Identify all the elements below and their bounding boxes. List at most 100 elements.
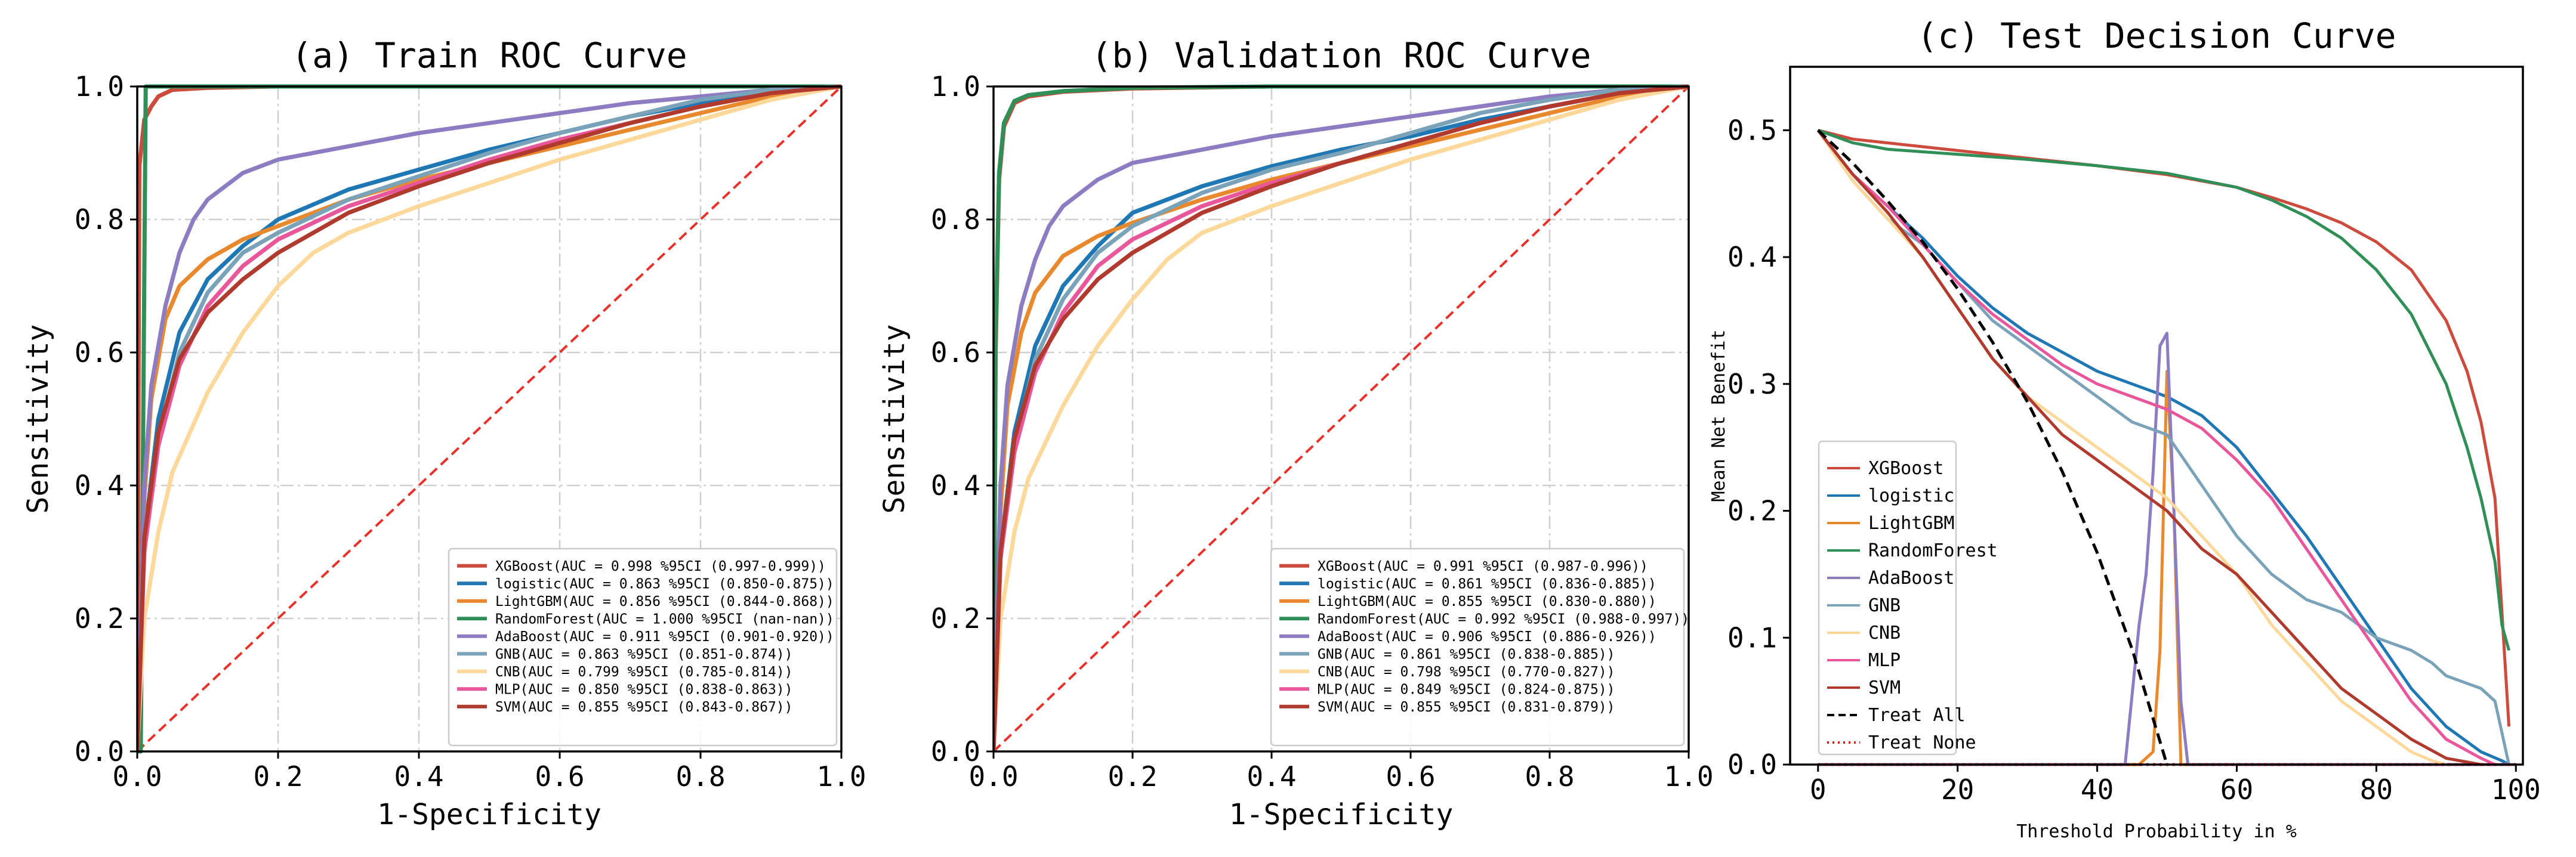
- chance-line: [992, 85, 1690, 753]
- legend-label: CNB: [1868, 623, 1901, 643]
- legend-label: CNB(AUC = 0.799 %95CI (0.785-0.814)): [495, 664, 793, 680]
- y-tick-label: 1.0: [75, 70, 124, 103]
- legend: XGBoost(AUC = 0.998 %95CI (0.997-0.999))…: [448, 547, 838, 747]
- legend-label: AdaBoost: [1868, 568, 1955, 589]
- x-tick-label: 0.4: [1247, 760, 1296, 793]
- legend-label: logistic: [1868, 485, 1955, 506]
- legend-label: RandomForest: [1868, 540, 1998, 561]
- x-tick-label: 0.2: [253, 760, 303, 793]
- series-line-svm: [1816, 129, 2482, 766]
- legend-label: MLP: [1868, 650, 1901, 671]
- y-tick-label: 0.5: [1727, 114, 1777, 146]
- chart-panel-1: (b) Validation ROC Curve 0.0 0.2 0.4 0.6 0.8 1…: [878, 35, 1714, 831]
- legend: XGBoost(AUC = 0.991 %95CI (0.987-0.996))…: [1270, 547, 1689, 747]
- legend-box: [448, 547, 838, 747]
- legend-label: GNB: [1868, 595, 1901, 616]
- x-axis-label: 1-Specificity: [377, 798, 601, 831]
- legend-label: SVM(AUC = 0.855 %95CI (0.843-0.867)): [495, 700, 793, 715]
- y-tick-label: 0.2: [931, 602, 980, 635]
- x-tick-label: 20: [1941, 774, 1974, 806]
- plot-frame: [1789, 66, 2524, 766]
- series-line-randomforest: [1817, 129, 2511, 651]
- plot-frame: [136, 85, 843, 753]
- legend-label: Treat All: [1868, 705, 1966, 726]
- x-tick-label: 0.8: [1525, 760, 1574, 793]
- series-line-cnb: [137, 84, 841, 752]
- x-tick-label: 0: [1810, 774, 1827, 806]
- series-line-logistic: [1816, 129, 2510, 766]
- x-tick-label: 0.0: [112, 760, 162, 793]
- legend-label: CNB(AUC = 0.798 %95CI (0.770-0.827)): [1318, 664, 1615, 680]
- x-tick-label: 0.6: [1386, 760, 1435, 793]
- y-tick-label: 0.3: [1727, 368, 1777, 400]
- series-line-svm: [994, 84, 1689, 752]
- legend-label: Treat None: [1868, 732, 1976, 753]
- legend-label: LightGBM(AUC = 0.856 %95CI (0.844-0.868)…: [495, 594, 834, 610]
- legend-label: AdaBoost(AUC = 0.906 %95CI (0.886-0.926)…: [1318, 629, 1656, 645]
- chart-panel-2: (c) Test Decision Curve 0 20 40 60 80 100 0.0 0.…: [1708, 16, 2541, 842]
- series-line-xgboost: [1818, 128, 2511, 727]
- legend-label: LightGBM(AUC = 0.855 %95CI (0.830-0.880)…: [1318, 594, 1656, 610]
- legend-label: SVM: [1868, 677, 1901, 698]
- legend-label: MLP(AUC = 0.849 %95CI (0.824-0.875)): [1318, 682, 1615, 697]
- x-axis-label: Threshold Probability in %: [2016, 821, 2297, 842]
- legend-label: LightGBM: [1868, 513, 1955, 534]
- legend-label: logistic(AUC = 0.861 %95CI (0.836-0.885)…: [1318, 576, 1656, 592]
- series-line-adaboost: [994, 84, 1689, 752]
- chart-title: (a) Train ROC Curve: [291, 35, 687, 76]
- series-line-svm: [137, 84, 841, 752]
- legend: XGBoost logistic LightGBM RandomForest AdaBo…: [1818, 440, 1998, 756]
- y-tick-label: 0.4: [931, 469, 980, 502]
- y-tick-label: 0.0: [931, 735, 980, 768]
- y-tick-label: 0.2: [75, 602, 124, 635]
- y-axis-label: Sensitivity: [21, 324, 55, 514]
- series-line-cnb: [994, 84, 1689, 752]
- legend-label: GNB(AUC = 0.863 %95CI (0.851-0.874)): [495, 646, 793, 662]
- x-axis-label: 1-Specificity: [1229, 798, 1454, 831]
- x-tick-label: 1.0: [816, 760, 866, 793]
- x-tick-label: 100: [2491, 774, 2541, 806]
- series-line-treat-all: [1817, 129, 2168, 765]
- chance-line: [136, 85, 843, 753]
- y-tick-label: 0.8: [931, 203, 980, 236]
- x-tick-label: 0.2: [1107, 760, 1157, 793]
- legend-label: AdaBoost(AUC = 0.911 %95CI (0.901-0.920)…: [495, 629, 834, 645]
- legend-label: RandomForest(AUC = 1.000 %95CI (nan-nan)…: [495, 611, 834, 627]
- x-tick-label: 0.8: [675, 760, 725, 793]
- legend-label: XGBoost(AUC = 0.991 %95CI (0.987-0.996)): [1318, 559, 1648, 574]
- series-line-lightgbm: [137, 84, 841, 752]
- y-axis-label: Mean Net Benefit: [1708, 330, 1729, 502]
- legend-label: logistic(AUC = 0.863 %95CI (0.850-0.875)…: [495, 576, 834, 592]
- y-tick-label: 0.1: [1727, 621, 1777, 654]
- y-tick-label: 0.2: [1727, 495, 1777, 527]
- legend-label: GNB(AUC = 0.861 %95CI (0.838-0.885)): [1318, 646, 1615, 662]
- y-tick-label: 0.4: [1727, 241, 1777, 273]
- y-tick-label: 1.0: [931, 70, 980, 103]
- series-line-adaboost: [137, 84, 841, 752]
- y-axis-label: Sensitivity: [878, 324, 911, 514]
- y-tick-label: 0.4: [75, 469, 124, 502]
- x-tick-label: 0.0: [968, 760, 1018, 793]
- legend-box: [1818, 440, 1957, 756]
- legend-label: XGBoost(AUC = 0.998 %95CI (0.997-0.999)): [495, 559, 826, 574]
- legend-label: SVM(AUC = 0.855 %95CI (0.831-0.879)): [1318, 700, 1615, 715]
- legend-box: [1270, 547, 1685, 747]
- y-tick-label: 0.6: [75, 336, 124, 369]
- x-tick-label: 40: [2081, 774, 2114, 806]
- y-tick-label: 0.0: [75, 735, 124, 768]
- x-tick-label: 0.6: [535, 760, 584, 793]
- y-tick-label: 0.6: [931, 336, 980, 369]
- x-tick-label: 1.0: [1664, 760, 1713, 793]
- x-tick-label: 60: [2220, 774, 2253, 806]
- y-tick-label: 0.8: [75, 203, 124, 236]
- x-tick-label: 0.4: [394, 760, 443, 793]
- legend-label: RandomForest(AUC = 0.992 %95CI (0.988-0.…: [1318, 611, 1689, 627]
- chart-panel-0: (a) Train ROC Curve 0.0 0.2 0.4 0.6 0.8 1.0 0.0…: [21, 35, 866, 831]
- legend-label: XGBoost: [1868, 458, 1943, 479]
- series-line-logistic: [137, 84, 841, 752]
- legend-label: MLP(AUC = 0.850 %95CI (0.838-0.863)): [495, 682, 793, 697]
- y-tick-label: 0.0: [1727, 748, 1777, 781]
- chart-title: (c) Test Decision Curve: [1917, 16, 2396, 56]
- chart-title: (b) Validation ROC Curve: [1091, 35, 1591, 76]
